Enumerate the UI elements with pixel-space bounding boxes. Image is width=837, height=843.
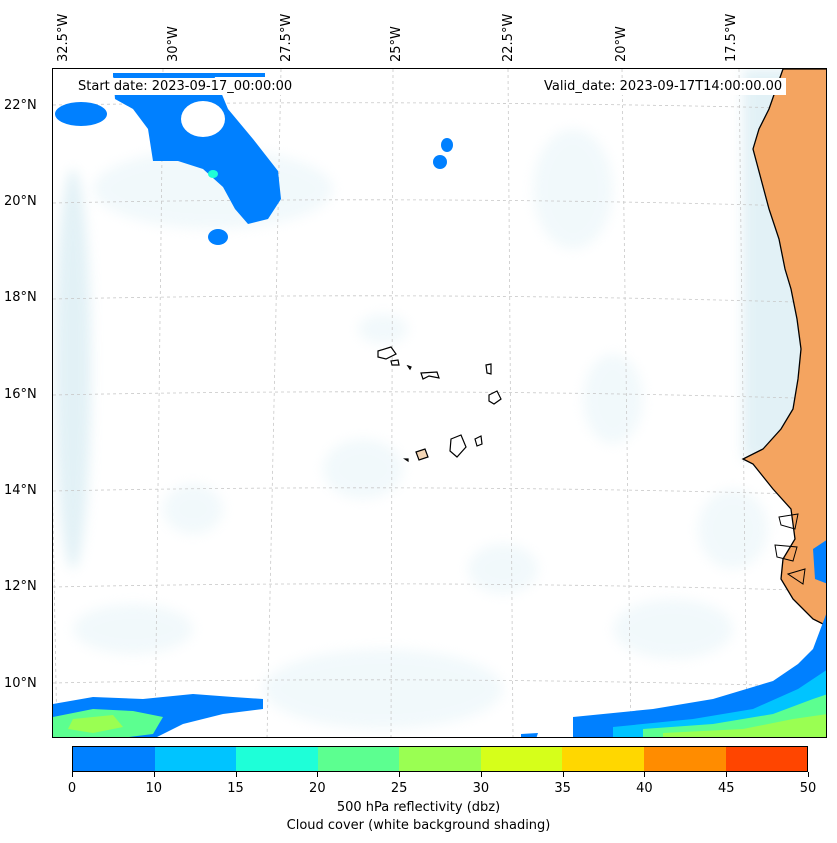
latitude-label: 20°N (4, 194, 37, 209)
colorbar-tick-label: 45 (717, 781, 735, 796)
colorbar-tick-label: 10 (145, 781, 163, 796)
latitude-label: 18°N (4, 290, 37, 305)
longitude-label: 17.5°W (724, 13, 739, 62)
cape-verde-islands (377, 346, 502, 463)
latitude-label: 22°N (4, 98, 37, 113)
colorbar-tick (808, 772, 809, 777)
colorbar (72, 746, 808, 772)
colorbar-tick (72, 772, 73, 777)
longitude-label: 27.5°W (279, 13, 294, 62)
colorbar-tick (562, 772, 564, 777)
latitude-label: 10°N (4, 676, 37, 691)
colorbar-tick-label: 15 (227, 781, 244, 796)
land-africa (741, 69, 826, 627)
colorbar-tick (235, 772, 237, 777)
map-panel (52, 68, 827, 738)
longitude-label: 25°W (389, 26, 404, 62)
colorbar-tick-label: 40 (636, 781, 653, 796)
colorbar-subtitle: Cloud cover (white background shading) (286, 818, 551, 833)
colorbar-tick-label: 0 (67, 781, 77, 796)
colorbar-tick-label: 20 (309, 781, 326, 796)
latitude-label: 16°N (4, 387, 37, 402)
latitude-label: 12°N (4, 579, 37, 594)
colorbar-tick-label: 50 (799, 781, 817, 796)
start-date-label: Start date: 2023-09-17_00:00:00 (74, 78, 297, 95)
longitude-label: 30°W (166, 26, 181, 62)
longitude-label: 22.5°W (501, 13, 516, 62)
colorbar-tick (399, 772, 401, 777)
longitude-label: 32.5°W (56, 13, 71, 62)
colorbar-title: 500 hPa reflectivity (dbz) (336, 800, 501, 815)
colorbar-tick (153, 772, 155, 777)
colorbar-segment (73, 747, 155, 771)
colorbar-segment (236, 747, 318, 771)
colorbar-tick-label: 25 (390, 781, 408, 796)
longitude-label: 20°W (614, 26, 629, 62)
colorbar-tick-label: 30 (472, 781, 490, 796)
colorbar-segment (480, 747, 563, 771)
colorbar-segment (399, 747, 481, 771)
colorbar-segment (725, 747, 808, 771)
valid-date-label: Valid_date: 2023-09-17T14:00:00.00 (540, 78, 787, 95)
reflectivity-cells (53, 73, 826, 737)
colorbar-tick (726, 772, 728, 777)
colorbar-tick (317, 772, 319, 777)
colorbar-segment (643, 747, 726, 771)
colorbar-tick (480, 772, 482, 777)
latitude-label: 14°N (4, 483, 37, 498)
map-canvas (53, 69, 826, 737)
colorbar-segment (317, 747, 400, 771)
colorbar-segment (154, 747, 237, 771)
colorbar-tick (644, 772, 646, 777)
colorbar-segment (562, 747, 644, 771)
colorbar-tick-label: 35 (554, 781, 571, 796)
